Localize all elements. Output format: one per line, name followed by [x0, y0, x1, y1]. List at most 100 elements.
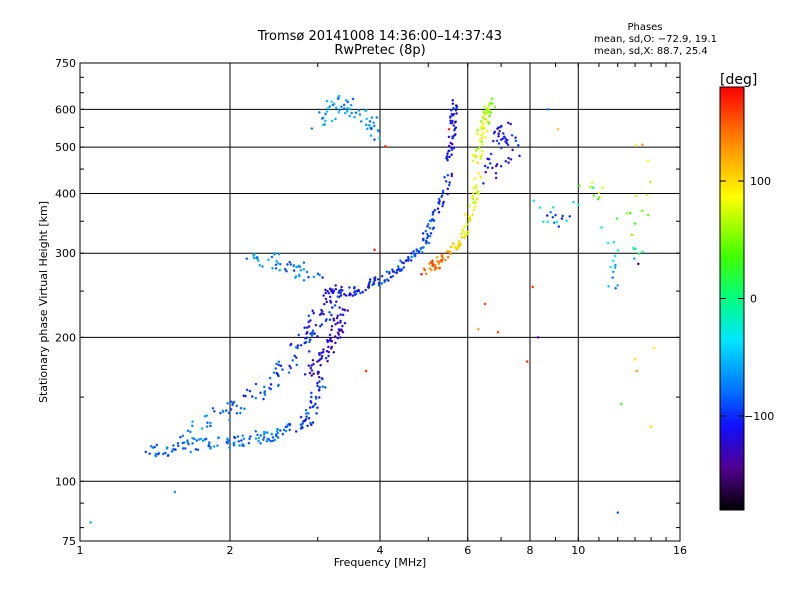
data-point — [449, 141, 452, 145]
data-point — [205, 425, 209, 428]
data-point — [279, 263, 282, 266]
data-point — [404, 259, 408, 262]
data-point — [237, 440, 241, 443]
data-point — [479, 157, 482, 160]
data-point — [358, 113, 362, 116]
data-point — [338, 94, 341, 98]
data-point — [170, 450, 174, 453]
data-point — [325, 300, 328, 304]
data-point — [440, 255, 444, 258]
data-point — [420, 273, 423, 276]
data-point — [546, 108, 550, 111]
data-point — [473, 205, 477, 209]
data-point — [561, 214, 564, 218]
data-point — [339, 294, 343, 297]
data-point — [476, 129, 479, 132]
data-point — [486, 166, 490, 169]
data-point — [181, 434, 185, 437]
data-point — [476, 132, 479, 136]
data-point — [472, 194, 475, 198]
data-point — [453, 121, 457, 124]
data-point — [536, 336, 540, 339]
data-point — [270, 432, 273, 436]
data-point — [509, 158, 513, 161]
data-point — [367, 282, 371, 285]
data-point — [288, 422, 291, 426]
data-point — [491, 102, 494, 105]
data-point — [348, 107, 351, 111]
data-point — [633, 222, 637, 225]
data-point — [432, 210, 435, 214]
data-point — [542, 220, 545, 223]
data-point — [245, 388, 249, 392]
data-point — [340, 285, 343, 289]
data-point — [446, 192, 449, 196]
data-point — [370, 127, 373, 131]
data-point — [348, 286, 351, 289]
data-point — [334, 323, 337, 326]
data-point — [303, 419, 306, 423]
data-point — [553, 221, 556, 224]
data-point — [409, 259, 413, 262]
data-point — [463, 212, 467, 216]
data-point — [375, 116, 378, 119]
data-point — [316, 384, 319, 388]
data-point — [391, 275, 395, 278]
data-point — [271, 436, 275, 439]
data-point — [426, 236, 429, 240]
data-point — [538, 206, 542, 209]
data-point — [279, 364, 283, 367]
data-point — [330, 328, 333, 331]
data-point — [637, 252, 641, 255]
data-point — [389, 275, 393, 279]
data-point — [233, 436, 237, 440]
data-point — [433, 208, 437, 212]
data-point — [316, 360, 319, 363]
data-point — [259, 434, 262, 437]
data-point — [228, 418, 231, 422]
x-tick-label: 4 — [377, 544, 384, 557]
data-point — [269, 383, 273, 386]
data-point — [299, 415, 303, 419]
data-point — [228, 446, 231, 449]
data-point — [150, 445, 153, 448]
data-point — [321, 276, 324, 279]
data-point — [471, 159, 475, 163]
data-point — [274, 263, 278, 266]
data-point — [526, 360, 529, 363]
y-tick-label: 400 — [55, 187, 76, 200]
data-point — [557, 225, 561, 228]
data-point — [577, 184, 581, 187]
data-point — [319, 357, 322, 361]
data-point — [388, 272, 391, 275]
data-point — [369, 278, 372, 281]
data-point — [400, 261, 404, 264]
data-point — [373, 124, 376, 128]
data-point — [276, 427, 279, 431]
data-point — [446, 255, 450, 259]
data-point — [343, 308, 346, 312]
data-point — [194, 448, 198, 451]
data-point — [649, 425, 653, 429]
data-point — [397, 265, 400, 268]
data-point — [254, 437, 258, 440]
data-point — [440, 194, 444, 197]
data-point — [346, 100, 349, 104]
data-point — [488, 121, 491, 124]
data-point — [364, 288, 367, 292]
data-point — [476, 147, 479, 151]
data-point — [367, 124, 371, 127]
data-point — [225, 409, 228, 412]
data-point — [453, 134, 456, 137]
data-point — [300, 427, 303, 430]
data-point — [452, 242, 455, 245]
data-point — [635, 369, 638, 373]
data-point — [477, 192, 481, 196]
data-point — [299, 269, 303, 272]
data-point — [450, 153, 453, 156]
data-point — [233, 441, 236, 444]
data-point — [436, 207, 440, 210]
data-point — [504, 137, 507, 140]
data-point — [337, 328, 341, 331]
